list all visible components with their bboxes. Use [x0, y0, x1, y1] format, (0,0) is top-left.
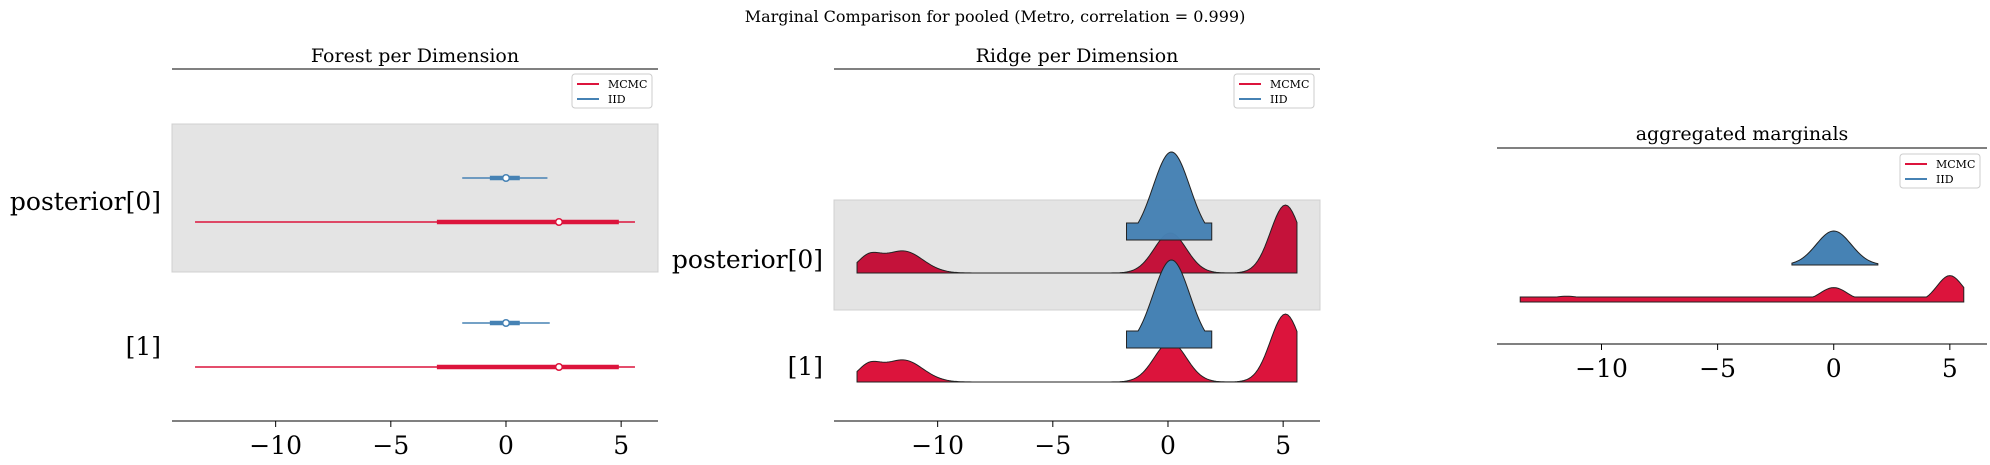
ridge-xtick-label: 5 [1275, 431, 1291, 460]
aggregated-xtick-label: −5 [1699, 354, 1736, 383]
aggregated-legend-iid-label: IID [1936, 173, 1954, 186]
forest-title: Forest per Dimension [311, 45, 519, 67]
aggregated-panel: aggregated marginals −10 −5 0 5 MCMC IID [1497, 123, 1987, 383]
forest-legend: MCMC IID [571, 73, 653, 109]
ridge-xtick-label: −10 [911, 431, 964, 460]
forest-point-iid [501, 318, 511, 328]
forest-xtick-label: −5 [372, 431, 409, 460]
forest-xtick-label: −10 [249, 431, 302, 460]
ridge-density-iid-row1 [1126, 259, 1213, 349]
forest-panel: Forest per Dimension posterior[0] [1] −1… [10, 45, 659, 460]
forest-xtick-label: 5 [613, 431, 629, 460]
aggregated-xtick-label: 0 [1826, 354, 1842, 383]
ridge-ylabel-0: posterior[0] [672, 245, 823, 274]
forest-point-iid [501, 173, 511, 183]
aggregated-title: aggregated marginals [1636, 123, 1849, 145]
forest-ylabel-0: posterior[0] [10, 187, 161, 216]
ridge-legend-iid-label: IID [1270, 93, 1288, 106]
forest-legend-mcmc-label: MCMC [608, 78, 647, 91]
ridge-xtick-label: 0 [1160, 431, 1176, 460]
aggregated-density-iid [1791, 230, 1879, 266]
ridge-legend: MCMC IID [1233, 73, 1315, 109]
ridge-legend-mcmc-label: MCMC [1270, 78, 1309, 91]
forest-legend-iid-label: IID [608, 93, 626, 106]
ridge-ylabel-1: [1] [788, 352, 823, 381]
ridge-xtick-label: −5 [1034, 431, 1071, 460]
forest-ylabel-1: [1] [126, 332, 161, 361]
forest-point-mcmc [554, 217, 564, 227]
ridge-density-mcmc-row1 [856, 313, 1298, 383]
ridge-title: Ridge per Dimension [976, 45, 1179, 67]
ridge-panel: Ridge per Dimension posterior[0] [1] −10… [672, 45, 1321, 460]
aggregated-legend-mcmc-label: MCMC [1936, 158, 1975, 171]
figure-suptitle: Marginal Comparison for pooled (Metro, c… [745, 7, 1246, 26]
forest-xtick-label: 0 [498, 431, 514, 460]
aggregated-density-mcmc [1519, 275, 1965, 303]
forest-point-mcmc [554, 362, 564, 372]
forest-highlight-band [171, 123, 659, 273]
aggregated-legend: MCMC IID [1899, 153, 1981, 189]
aggregated-xtick-label: −10 [1575, 354, 1628, 383]
ridge-density-iid-row0 [1126, 151, 1213, 241]
ridge-density-mcmc-row0 [856, 204, 1298, 274]
aggregated-xtick-label: 5 [1942, 354, 1958, 383]
